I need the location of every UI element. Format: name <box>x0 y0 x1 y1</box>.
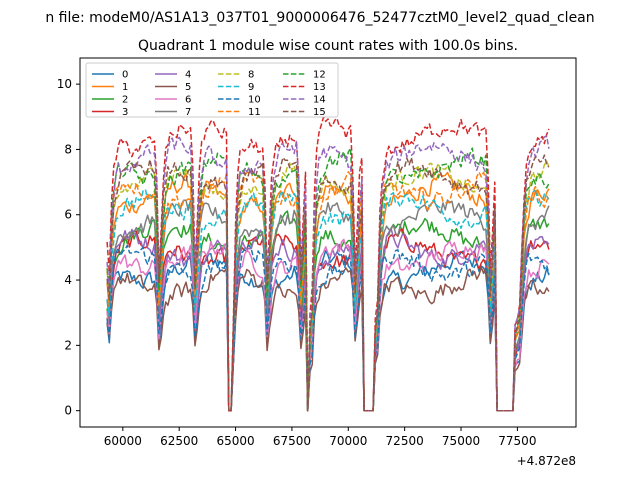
series-line-9 <box>106 188 550 412</box>
x-axis: 60000 62500 65000 67500 70000 72500 75000 77500 <box>104 427 536 448</box>
y-tick-label: 6 <box>64 208 72 222</box>
y-tick-label: 8 <box>64 142 72 156</box>
legend-label: 2 <box>122 95 128 106</box>
series-line-15 <box>106 154 550 412</box>
legend-label: 7 <box>185 107 191 118</box>
series-line-14 <box>106 135 550 412</box>
series-line-6 <box>106 238 550 412</box>
series-line-0 <box>106 249 550 412</box>
series-layer <box>106 116 550 412</box>
y-axis: 0 2 4 6 8 10 <box>57 77 80 418</box>
legend-label: 14 <box>313 95 326 106</box>
x-tick-label: 65000 <box>216 434 254 448</box>
series-line-7 <box>106 199 550 412</box>
x-tick-label: 75000 <box>442 434 480 448</box>
y-tick-label: 10 <box>57 77 72 91</box>
x-tick-label: 67500 <box>273 434 311 448</box>
legend-label: 6 <box>185 95 191 106</box>
legend-label: 8 <box>248 70 254 81</box>
legend-label: 10 <box>248 95 261 106</box>
legend-label: 1 <box>122 82 128 93</box>
legend-label: 11 <box>248 107 261 118</box>
legend-label: 12 <box>313 70 326 81</box>
y-tick-label: 2 <box>64 338 72 352</box>
y-tick-label: 4 <box>64 273 72 287</box>
legend-label: 5 <box>185 82 191 93</box>
x-tick-label: 70000 <box>329 434 367 448</box>
legend-label: 3 <box>122 107 128 118</box>
legend-label: 9 <box>248 82 254 93</box>
x-tick-label: 62500 <box>160 434 198 448</box>
plot-area-frame <box>79 57 577 428</box>
x-tick-label: 77500 <box>498 434 536 448</box>
x-offset-label: +4.872e8 <box>517 454 576 468</box>
chart-title: Quadrant 1 module wise count rates with … <box>138 38 518 54</box>
x-tick-label: 72500 <box>386 434 424 448</box>
series-line-5 <box>106 266 550 412</box>
legend-label: 15 <box>313 107 326 118</box>
figure-suptitle: n file: modeM0/AS1A13_037T01_9000006476_… <box>45 10 594 26</box>
series-line-10 <box>106 244 550 412</box>
series-line-1 <box>106 171 550 412</box>
series-line-2 <box>106 210 550 412</box>
y-tick-label: 0 <box>64 404 72 418</box>
series-line-13 <box>106 116 550 412</box>
legend-label: 4 <box>185 70 191 81</box>
legend-label: 13 <box>313 82 326 93</box>
x-tick-label: 60000 <box>104 434 142 448</box>
legend-frame <box>85 62 339 118</box>
legend-label: 0 <box>122 70 128 81</box>
